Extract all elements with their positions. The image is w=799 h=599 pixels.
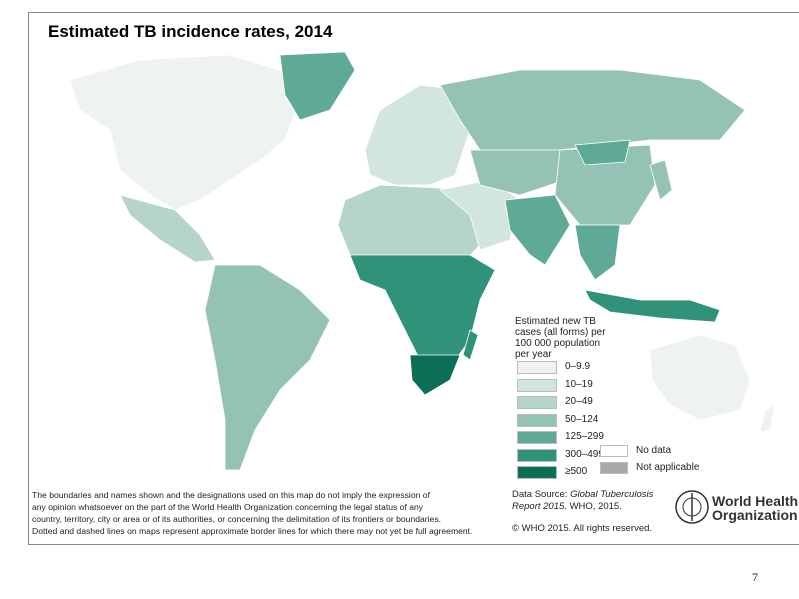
new-zealand bbox=[759, 404, 776, 433]
mexico bbox=[119, 194, 216, 263]
data-source: Data Source: Global Tuberculosis Report 2… bbox=[512, 489, 653, 513]
central-asia bbox=[469, 149, 566, 196]
legend-swatch bbox=[517, 413, 557, 427]
legend-swatch bbox=[517, 378, 557, 392]
legend-label: ≥500 bbox=[565, 466, 588, 477]
north-america bbox=[69, 54, 301, 211]
madagascar bbox=[462, 329, 479, 361]
legend-label: 50–124 bbox=[565, 413, 599, 425]
who-name: World Health Organization bbox=[712, 494, 798, 522]
legend-swatch bbox=[600, 445, 628, 457]
indonesia bbox=[584, 289, 721, 323]
legend-label: Not applicable bbox=[636, 462, 700, 473]
legend-label: No data bbox=[636, 445, 672, 456]
legend-label: 10–19 bbox=[565, 378, 593, 390]
source-title: Report 2015 bbox=[512, 501, 565, 512]
legend-swatch bbox=[517, 448, 557, 462]
legend-swatch bbox=[517, 431, 557, 444]
source-label: Data Source: bbox=[512, 489, 568, 500]
europe bbox=[364, 84, 471, 186]
japan-korea bbox=[649, 159, 673, 201]
source-title: Global Tuberculosis bbox=[570, 489, 654, 500]
legend-swatch bbox=[600, 462, 628, 474]
legend-label: 20–49 bbox=[565, 396, 593, 407]
south-asia bbox=[504, 194, 571, 266]
southeast-asia bbox=[574, 224, 621, 281]
southern-africa bbox=[409, 354, 461, 396]
south-america bbox=[204, 264, 331, 471]
source-rest: . WHO, 2015. bbox=[564, 501, 622, 512]
legend-label: 0–9.9 bbox=[565, 361, 591, 372]
legend-swatch bbox=[517, 466, 557, 479]
legend-title: per year bbox=[515, 349, 552, 360]
legend-title: 100 000 population bbox=[515, 338, 601, 349]
legend-swatch bbox=[517, 361, 557, 374]
legend-swatch bbox=[517, 396, 557, 409]
continents bbox=[69, 51, 776, 471]
disclaimer-line: Dotted and dashed lines on maps represen… bbox=[32, 526, 473, 536]
logo-text: Organization bbox=[712, 507, 798, 523]
australia bbox=[649, 334, 751, 421]
mongolia bbox=[574, 139, 631, 166]
legend-label: 300–499 bbox=[565, 448, 604, 460]
disclaimer-line: country, territory, city or area or of i… bbox=[32, 514, 442, 524]
legend-label: 125–299 bbox=[565, 431, 604, 442]
legend-title: Estimated new TB bbox=[515, 316, 596, 327]
map-frame bbox=[28, 12, 799, 545]
russia bbox=[439, 69, 746, 151]
logo-text: World Health bbox=[712, 493, 799, 509]
legend-title: cases (all forms) per bbox=[515, 327, 606, 338]
title: Estimated TB incidence rates, 2014 bbox=[48, 22, 333, 41]
copyright: © WHO 2015. All rights reserved. bbox=[512, 523, 653, 534]
greenland bbox=[279, 51, 356, 121]
disclaimer-line: any opinion whatsoever on the part of th… bbox=[32, 502, 424, 512]
disclaimer-line: The boundaries and names shown and the d… bbox=[32, 490, 430, 500]
page-number: 7 bbox=[752, 570, 758, 584]
